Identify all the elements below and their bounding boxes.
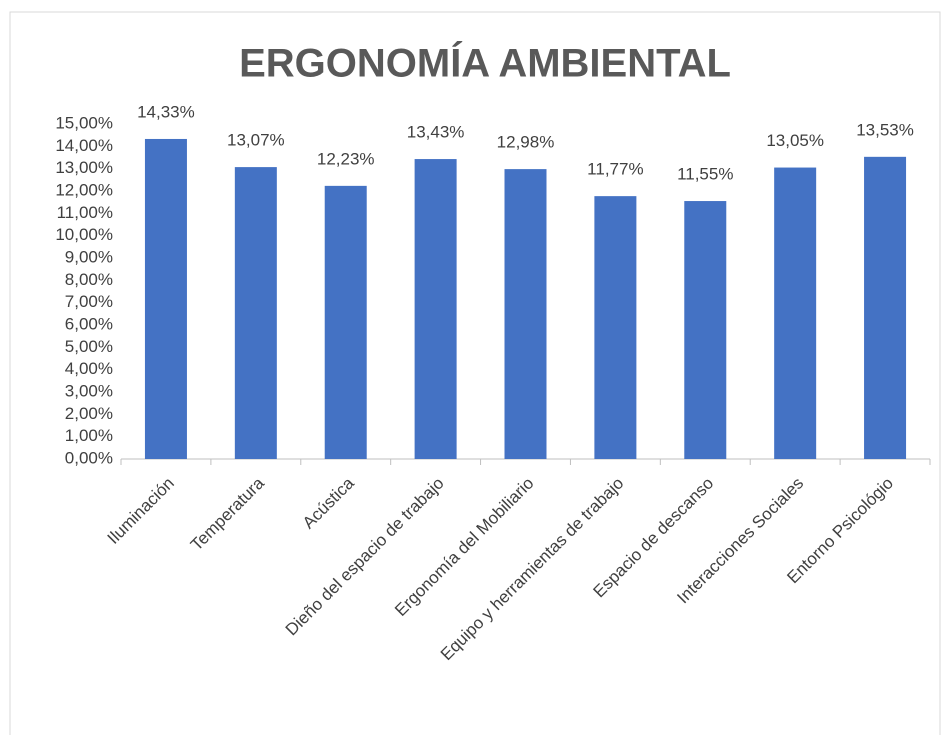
- data-label: 11,55%: [677, 165, 733, 184]
- data-label: 14,33%: [137, 102, 195, 121]
- data-label: 11,77%: [587, 160, 643, 179]
- y-tick-label: 14,00%: [55, 136, 113, 155]
- y-tick-label: 4,00%: [65, 359, 113, 378]
- y-tick-label: 7,00%: [65, 292, 113, 311]
- y-tick-label: 13,00%: [55, 158, 113, 177]
- bar: [144, 138, 187, 460]
- data-label: 13,07%: [227, 131, 285, 150]
- y-tick-label: 12,00%: [55, 180, 113, 199]
- bar: [774, 167, 817, 460]
- data-label: 13,05%: [766, 131, 824, 150]
- bar: [504, 169, 547, 459]
- bar: [684, 201, 727, 460]
- y-tick-label: 1,00%: [65, 426, 113, 445]
- y-tick-label: 11,00%: [57, 203, 113, 222]
- y-tick-label: 5,00%: [65, 337, 113, 356]
- y-tick-label: 6,00%: [65, 314, 113, 333]
- bar: [324, 185, 367, 459]
- y-tick-label: 8,00%: [65, 270, 113, 289]
- bar: [864, 156, 907, 459]
- y-tick-label: 0,00%: [65, 448, 113, 467]
- bar: [234, 167, 277, 459]
- data-label: 12,98%: [497, 133, 555, 152]
- chart-title: ERGONOMÍA AMBIENTAL: [239, 41, 731, 86]
- bar: [414, 159, 457, 459]
- data-label: 13,53%: [856, 120, 914, 139]
- bar: [594, 196, 637, 460]
- y-tick-label: 2,00%: [65, 404, 113, 423]
- data-label: 12,23%: [317, 149, 375, 168]
- y-tick-label: 15,00%: [55, 113, 113, 132]
- y-tick-label: 3,00%: [65, 381, 113, 400]
- y-tick-label: 10,00%: [55, 225, 113, 244]
- data-label: 13,43%: [407, 123, 465, 142]
- y-tick-label: 9,00%: [65, 247, 113, 266]
